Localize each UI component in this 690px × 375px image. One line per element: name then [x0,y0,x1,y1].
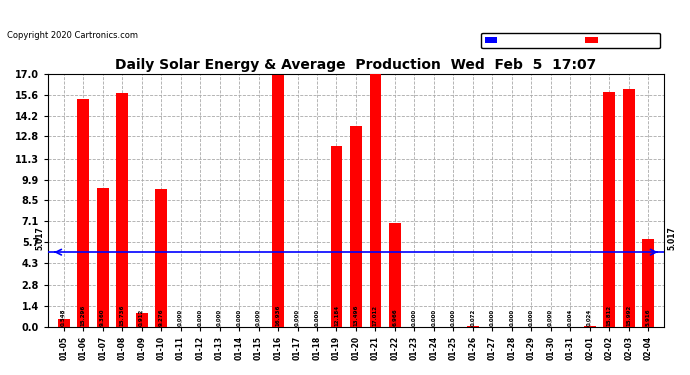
Text: 0.004: 0.004 [568,309,573,326]
Text: 0.548: 0.548 [61,309,66,326]
Bar [642,239,654,327]
Bar [136,313,148,327]
Text: 5.017: 5.017 [36,226,45,250]
Text: 15.812: 15.812 [607,305,612,326]
Bar [603,92,615,327]
Text: 6.966: 6.966 [393,308,397,326]
Bar [623,89,635,327]
Text: 0.072: 0.072 [471,309,475,326]
Text: 9.360: 9.360 [100,309,105,326]
Text: 15.296: 15.296 [81,305,86,326]
Text: 9.276: 9.276 [159,309,164,326]
Text: 0.000: 0.000 [197,309,203,326]
Bar [467,326,479,327]
Title: Daily Solar Energy & Average  Production  Wed  Feb  5  17:07: Daily Solar Energy & Average Production … [115,57,597,72]
Bar [155,189,167,327]
Text: 0.000: 0.000 [256,309,261,326]
Bar [117,93,128,327]
Text: 15.992: 15.992 [626,305,631,326]
Bar [331,146,342,327]
Text: 0.000: 0.000 [217,309,222,326]
Bar [370,74,382,327]
Text: 0.000: 0.000 [237,309,241,326]
Text: 0.024: 0.024 [587,309,592,326]
Bar [77,99,89,327]
Bar [389,223,401,327]
Text: 0.000: 0.000 [431,309,436,326]
Text: 0.000: 0.000 [529,309,534,326]
Text: 0.000: 0.000 [549,309,553,326]
Text: 0.000: 0.000 [451,309,456,326]
Text: 0.000: 0.000 [490,309,495,326]
Text: 13.496: 13.496 [353,304,358,326]
Bar [58,319,70,327]
Text: 0.000: 0.000 [412,309,417,326]
Bar [350,126,362,327]
Text: 0.000: 0.000 [178,309,183,326]
Text: 0.000: 0.000 [315,309,319,326]
Bar [272,75,284,327]
Text: Copyright 2020 Cartronics.com: Copyright 2020 Cartronics.com [7,30,138,39]
Text: 0.000: 0.000 [295,309,300,326]
Bar [97,188,108,327]
Text: 0.000: 0.000 [509,309,514,326]
Text: 16.936: 16.936 [275,304,281,326]
Text: 0.912: 0.912 [139,309,144,326]
Text: 5.916: 5.916 [646,309,651,326]
Text: 17.012: 17.012 [373,305,378,326]
Text: 15.736: 15.736 [119,304,125,326]
Text: 5.017: 5.017 [667,226,676,250]
Text: 12.184: 12.184 [334,305,339,326]
Legend: Average  (kWh), Daily  (kWh): Average (kWh), Daily (kWh) [481,33,660,48]
